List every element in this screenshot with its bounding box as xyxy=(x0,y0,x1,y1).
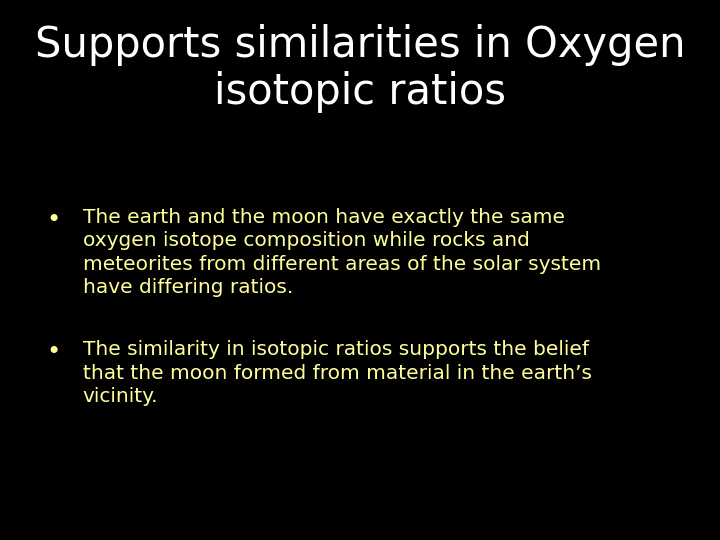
Text: Supports similarities in Oxygen
isotopic ratios: Supports similarities in Oxygen isotopic… xyxy=(35,24,685,113)
Text: The earth and the moon have exactly the same
oxygen isotope composition while ro: The earth and the moon have exactly the … xyxy=(83,208,601,298)
Text: •: • xyxy=(47,208,61,232)
Text: •: • xyxy=(47,340,61,364)
Text: The similarity in isotopic ratios supports the belief
that the moon formed from : The similarity in isotopic ratios suppor… xyxy=(83,340,592,406)
